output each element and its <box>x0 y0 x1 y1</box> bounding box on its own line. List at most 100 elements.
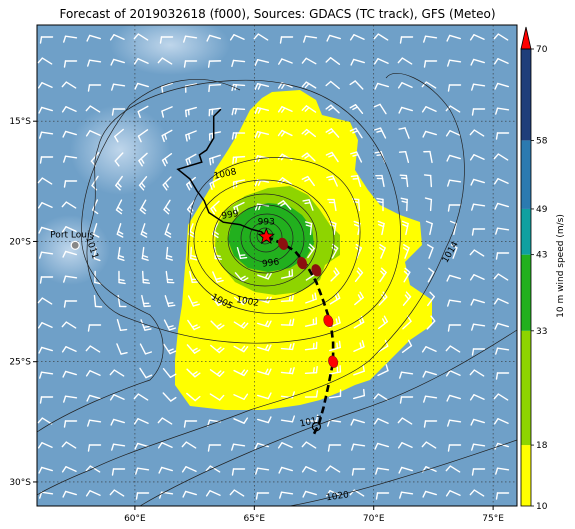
wind-barb-icon <box>233 417 249 424</box>
wind-barb-icon <box>495 252 510 260</box>
wind-barb-icon <box>233 393 249 400</box>
wind-barb-icon <box>205 465 221 473</box>
wind-barb-icon <box>399 491 414 499</box>
wind-barb-icon <box>445 490 461 497</box>
wind-barb-icon <box>254 107 270 115</box>
port-louis-label: Port Louis <box>50 230 94 240</box>
wind-barb-icon <box>61 106 77 113</box>
wind-barb-icon <box>85 345 101 353</box>
wind-barb-icon <box>445 345 461 353</box>
colorbar-frame <box>520 48 532 507</box>
wind-barb-icon <box>493 58 509 65</box>
wind-barb-icon <box>353 340 365 352</box>
wind-barb-icon <box>63 60 78 68</box>
wind-barb-icon <box>109 489 125 497</box>
wind-barb-icon <box>398 150 410 164</box>
wind-barb-icon <box>302 490 317 498</box>
wind-barb-icon <box>87 444 102 452</box>
wind-barb-icon <box>493 153 509 161</box>
forecast-position-marker <box>311 264 322 277</box>
wind-barb-icon <box>493 418 509 425</box>
wind-barb-icon <box>426 315 436 330</box>
wind-barb-icon <box>421 106 437 113</box>
wind-barb-icon <box>423 150 433 164</box>
wind-barb-icon <box>327 419 342 427</box>
wind-barb-icon <box>278 58 293 65</box>
wind-barb-icon <box>138 152 148 167</box>
wind-barb-icon <box>398 127 410 139</box>
wind-barb-icon <box>401 339 413 353</box>
isobar-label: 993 <box>258 218 275 228</box>
wind-barb-icon <box>158 466 173 474</box>
lat-tick-label: 20°S <box>9 237 31 247</box>
wind-barb-icon <box>447 59 462 67</box>
forecast-position-marker <box>328 355 339 368</box>
wind-barb-icon <box>231 132 246 140</box>
wind-barb-icon <box>399 396 414 404</box>
wind-barb-icon <box>377 315 389 330</box>
wind-barb-icon <box>377 220 385 236</box>
wind-barb-icon <box>208 107 222 117</box>
wind-barb-icon <box>447 324 462 332</box>
wind-barb-icon <box>133 33 149 41</box>
location-icon <box>70 240 80 250</box>
wind-barb-icon <box>280 342 295 351</box>
wind-barb-icon <box>86 34 101 42</box>
wind-barb-icon <box>181 466 197 473</box>
wind-barb-icon <box>109 394 125 401</box>
wind-barb-icon <box>115 199 123 215</box>
port-louis-marker: Port Louis <box>50 230 94 250</box>
colorbar-tick-label: 33 <box>536 327 547 337</box>
wind-barb-icon <box>379 243 386 259</box>
isobar-label: 1008 <box>213 167 238 182</box>
wind-barb-icon <box>161 129 173 143</box>
wind-barb-icon <box>211 295 225 307</box>
wind-barb-icon <box>111 468 126 476</box>
wind-barb-icon <box>162 392 177 402</box>
wind-barb-icon <box>63 275 78 283</box>
colorbar-segment <box>521 208 531 255</box>
wind-barb-icon <box>212 271 224 283</box>
wind-barb-icon <box>351 443 366 451</box>
wind-barb-icon <box>134 82 149 90</box>
wind-barb-icon <box>470 178 485 186</box>
wind-barb-icon <box>61 81 77 89</box>
isobar-label: 1017 <box>299 415 323 430</box>
wind-barb-icon <box>277 129 293 137</box>
wind-barb-icon <box>183 420 198 428</box>
wind-barb-icon <box>63 300 78 308</box>
wind-barb-icon <box>445 465 461 473</box>
wind-barb-icon <box>210 320 225 330</box>
wind-barb-icon <box>183 35 198 43</box>
wind-barb-icon <box>37 297 53 305</box>
wind-barb-icon <box>326 34 341 42</box>
wind-barb-icon <box>301 466 317 473</box>
colorbar-segment <box>521 254 531 331</box>
wind-barb-icon <box>279 36 294 44</box>
wind-barb-icon <box>63 395 78 403</box>
wind-barb-icon <box>446 154 461 162</box>
wind-barb-icon <box>163 343 177 355</box>
wind-barb-icon <box>137 129 149 143</box>
wind-barb-icon <box>449 220 457 236</box>
wind-barb-icon <box>253 33 269 41</box>
wind-barb-icon <box>423 395 438 403</box>
wind-barb-icon <box>117 246 125 262</box>
wind-barb-icon <box>61 226 77 233</box>
wind-barb-icon <box>325 80 340 90</box>
wind-barb-icon <box>423 174 433 188</box>
storm-center-star-icon <box>257 227 275 245</box>
wind-barb-icon <box>446 274 461 282</box>
wind-barb-icon <box>257 320 272 328</box>
wind-barb-icon <box>62 490 77 498</box>
wind-barb-icon <box>140 223 148 238</box>
wind-barb-icon <box>469 34 485 41</box>
wind-barb-icon <box>353 364 365 376</box>
wind-barb-icon <box>61 321 77 329</box>
wind-barb-icon <box>85 490 101 497</box>
wind-barb-icon <box>209 154 221 166</box>
wind-barb-icon <box>301 81 317 89</box>
wind-barb-icon <box>37 177 53 185</box>
wind-barb-icon <box>116 343 128 355</box>
wind-barb-icon <box>305 292 317 304</box>
